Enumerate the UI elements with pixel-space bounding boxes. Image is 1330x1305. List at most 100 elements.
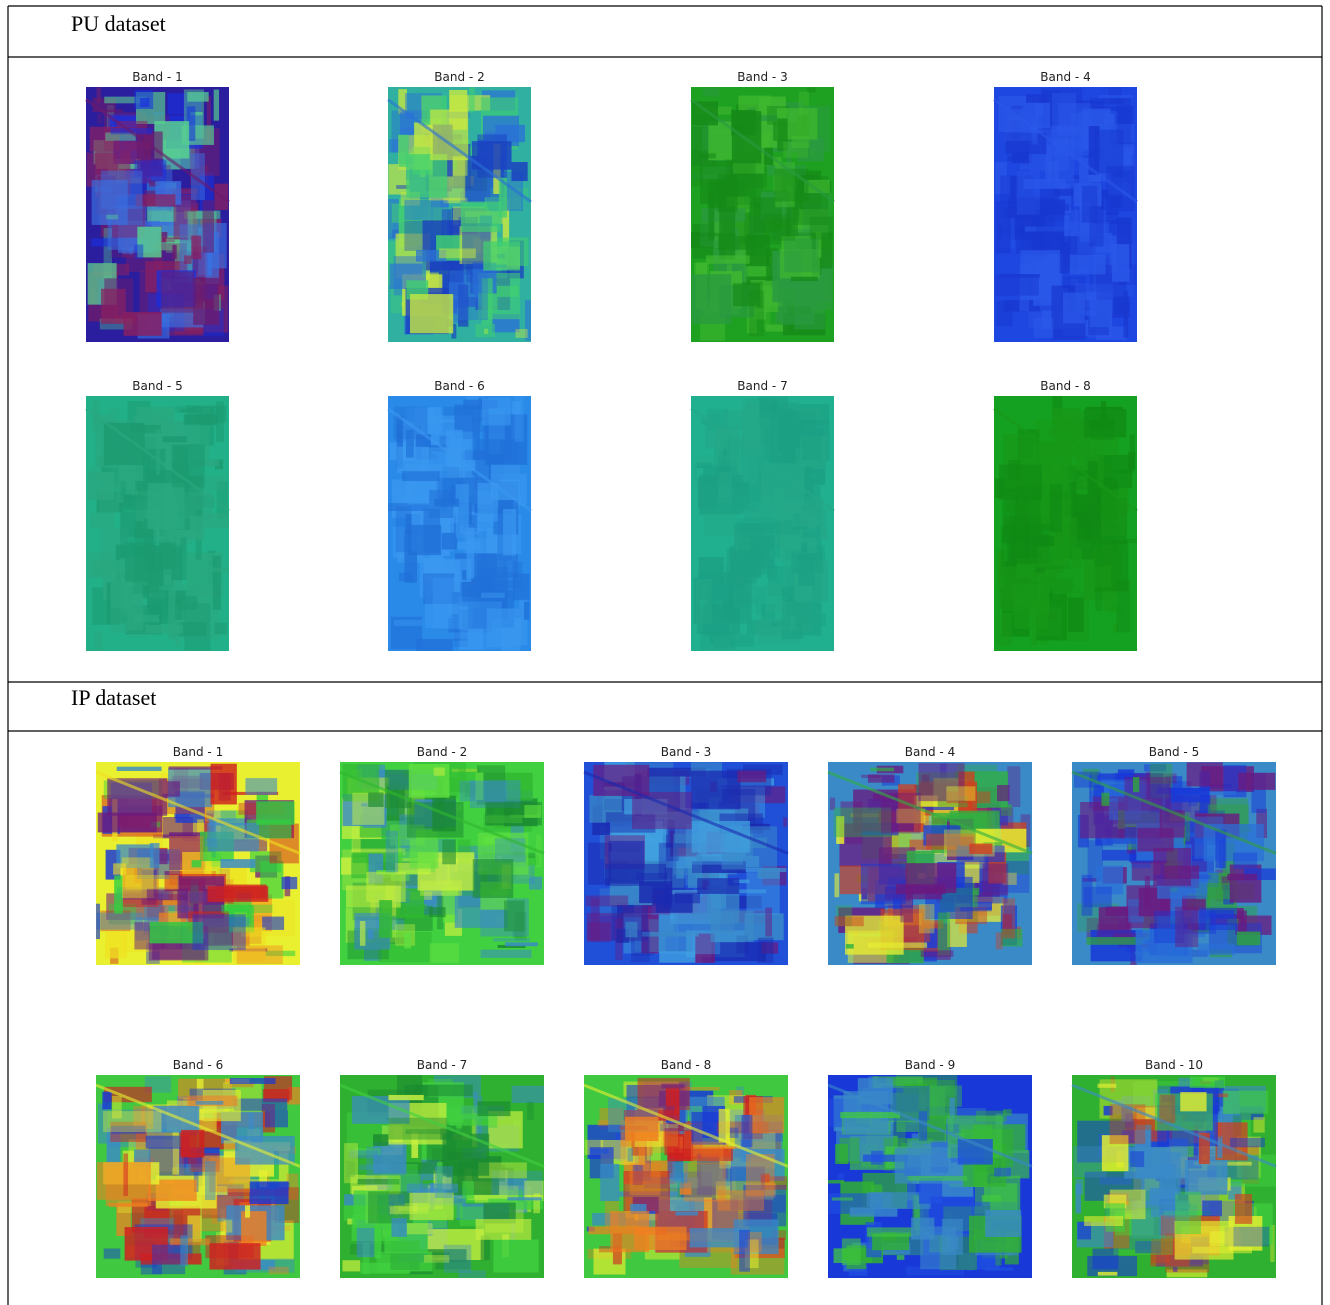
image-patch [997,567,1035,611]
band-title: Band - 6 [173,1058,223,1072]
image-patch [1036,420,1076,454]
section-title: PU dataset [71,11,166,36]
band-image [691,87,834,342]
image-patch [214,623,227,634]
image-patch [515,396,524,441]
image-patch [801,543,807,576]
image-patch [184,603,210,651]
image-patch [513,574,529,601]
image-patch [527,1102,534,1120]
image-patch [170,1238,210,1245]
band-image [340,762,544,965]
image-patch [1235,1194,1252,1224]
image-patch [103,1111,162,1132]
image-patch [732,111,761,163]
image-patch [439,248,476,258]
image-patch [187,92,208,102]
image-patch [404,200,447,220]
image-patch [1086,566,1111,588]
image-patch [695,233,736,236]
band-image [388,396,531,651]
image-patch [99,485,118,514]
image-patch [1050,484,1062,532]
band-title: Band - 7 [737,379,787,393]
image-patch [512,1086,544,1103]
image-patch [497,286,519,297]
image-patch [402,471,440,481]
image-patch [1036,210,1064,249]
image-patch [1098,1272,1118,1276]
image-patch [524,602,529,620]
band-title: Band - 3 [661,745,711,759]
image-patch [481,593,505,598]
image-patch [175,597,181,619]
band-image [994,87,1137,342]
image-patch [379,900,392,938]
image-patch [1002,898,1015,938]
image-patch [495,838,526,862]
image-patch [1188,798,1197,806]
image-patch [1134,951,1142,954]
image-patch [758,938,774,963]
image-patch [449,270,487,320]
image-patch [462,1181,474,1199]
image-patch [735,568,744,589]
image-patch [203,200,214,252]
image-patch [792,514,825,526]
image-patch [456,484,469,537]
image-patch [106,215,118,220]
image-patch [597,1120,609,1125]
image-patch [223,1220,232,1233]
image-patch [368,929,374,939]
image-patch [181,1130,204,1157]
image-patch [102,1092,111,1110]
image-patch [946,786,975,800]
image-patch [996,202,1011,254]
image-patch [1202,1201,1222,1217]
image-patch [1086,937,1142,945]
image-patch [995,275,1038,296]
image-patch [840,1112,900,1118]
image-patch [741,1115,752,1147]
image-patch [767,565,778,579]
image-patch [749,291,764,337]
image-patch [442,840,456,865]
image-patch [600,1164,619,1201]
image-patch [399,135,409,167]
band-image [691,396,834,651]
image-patch [460,781,507,802]
image-patch [133,615,159,623]
image-patch [842,1238,861,1265]
band-image [828,762,1032,965]
image-patch [234,1099,287,1111]
image-patch [923,807,954,810]
image-patch [1217,1136,1222,1158]
image-patch [478,1101,511,1116]
image-patch [832,1197,853,1200]
image-patch [669,1173,687,1184]
image-patch [605,1201,619,1229]
band-image [96,762,300,965]
image-patch [1101,793,1109,806]
image-patch [406,430,414,458]
image-patch [245,778,277,795]
image-patch [1082,186,1098,223]
image-patch [184,414,218,425]
band-title: Band - 1 [173,745,223,759]
image-patch [1020,164,1028,169]
image-patch [1007,156,1026,162]
image-patch [282,877,298,889]
image-patch [483,241,520,270]
image-patch [994,1168,1011,1177]
image-patch [719,472,732,503]
image-patch [250,1181,289,1204]
image-patch [124,312,162,336]
image-patch [1159,1095,1175,1124]
image-patch [407,802,464,838]
image-patch [1076,1184,1082,1214]
image-patch [410,839,439,868]
image-patch [1090,98,1125,104]
image-patch [790,615,795,629]
image-patch [1070,255,1106,275]
image-patch [1036,567,1045,572]
